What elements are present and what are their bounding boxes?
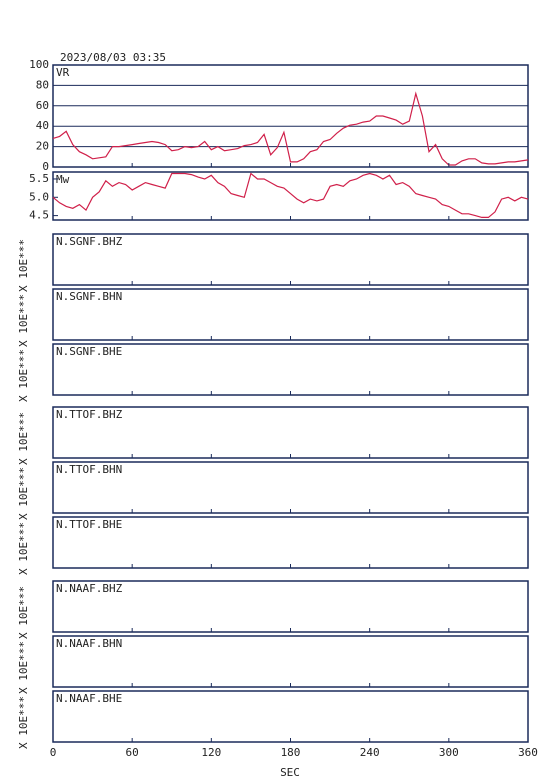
x-tick-label: 240 [360,746,380,759]
y-tick-label: 60 [36,99,49,112]
x-tick-label: 300 [439,746,459,759]
x-tick-label: 180 [281,746,301,759]
panel-label: N.TTOF.BHE [56,518,122,531]
y-axis-label: X 10E*** [17,696,30,749]
y-tick-label: 40 [36,119,49,132]
y-tick-label: 80 [36,78,49,91]
y-tick-label: 20 [36,140,49,153]
x-axis-label: SEC [280,766,300,779]
panel-label: Mw [56,173,70,186]
panel-frame [52,64,529,168]
panel-frame [52,635,529,688]
panel-frame [52,171,529,221]
x-tick-label: 120 [201,746,221,759]
y-tick-label: 4.5 [29,209,49,222]
panel-frame [52,288,529,341]
x-tick-label: 360 [518,746,538,759]
chart-title: 2023/08/03 03:35 [60,51,166,64]
y-axis-label: X 10E*** [17,586,30,639]
panel-label: N.NAAF.BHE [56,692,122,705]
panel-label: N.SGNF.BHN [56,290,122,303]
y-axis-label: X 10E*** [17,522,30,575]
panel-label: N.NAAF.BHN [56,637,122,650]
y-tick-label: 5.5 [29,172,49,185]
y-axis-label: X 10E*** [17,349,30,402]
panel-frame [52,580,529,633]
panel-frame [52,343,529,396]
panel-label: N.SGNF.BHZ [56,235,123,248]
panel-label: N.SGNF.BHE [56,345,122,358]
panel-label: N.NAAF.BHZ [56,582,123,595]
data-line [52,91,529,166]
panel-frame [52,406,529,459]
x-tick-label: 0 [50,746,57,759]
panel-frame [52,516,529,569]
y-axis-label: X 10E*** [17,641,30,694]
y-tick-label: 5.0 [29,190,49,203]
panel-label: N.TTOF.BHN [56,463,122,476]
x-tick-label: 60 [126,746,139,759]
data-line [52,172,529,218]
panel-label: VR [56,66,70,79]
panel-frame [52,233,529,286]
panel-frame [52,461,529,514]
panel-frame [52,690,529,743]
y-tick-label: 100 [29,58,49,71]
y-axis-label: X 10E*** [17,412,30,465]
y-axis-label: X 10E*** [17,467,30,520]
panel-label: N.TTOF.BHZ [56,408,123,421]
y-tick-label: 0 [42,160,49,173]
y-axis-label: X 10E*** [17,239,30,292]
y-axis-label: X 10E*** [17,294,30,347]
